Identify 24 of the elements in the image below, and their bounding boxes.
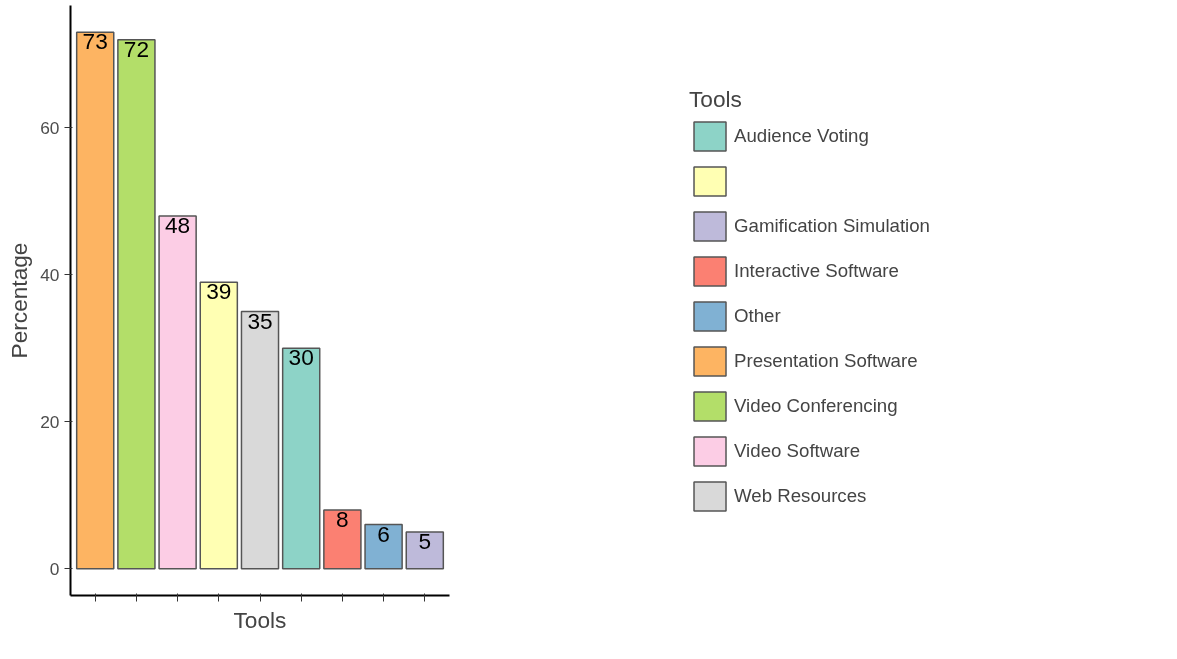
y-tick-label: 20 [40, 411, 60, 432]
y-tick-label: 0 [49, 558, 60, 579]
data-label: 39 [206, 278, 232, 305]
legend-title: Tools [689, 86, 743, 113]
legend-label: Audience Voting [734, 124, 869, 148]
x-axis-title: Tools [233, 606, 287, 633]
legend-label: Interactive Software [734, 259, 899, 283]
data-label: 5 [418, 527, 432, 554]
data-label: 72 [123, 35, 150, 62]
legend-label: Web Resources [734, 484, 867, 508]
data-label: 8 [336, 505, 349, 532]
legend-label: Other [734, 304, 781, 328]
data-label: 30 [288, 344, 314, 371]
legend-label: Presentation Software [734, 349, 918, 373]
legend-label: Video Software [734, 439, 861, 463]
data-label: 6 [377, 520, 390, 547]
y-tick-label: 40 [40, 264, 60, 285]
y-axis-title: Percentage [6, 242, 33, 359]
data-label: 48 [165, 212, 191, 238]
legend-label: Gamification Simulation [734, 214, 930, 238]
legend-label: Video Conferencing [734, 394, 898, 418]
y-tick-label: 60 [40, 117, 60, 138]
data-label: 35 [247, 307, 273, 334]
data-label: 73 [82, 28, 108, 55]
